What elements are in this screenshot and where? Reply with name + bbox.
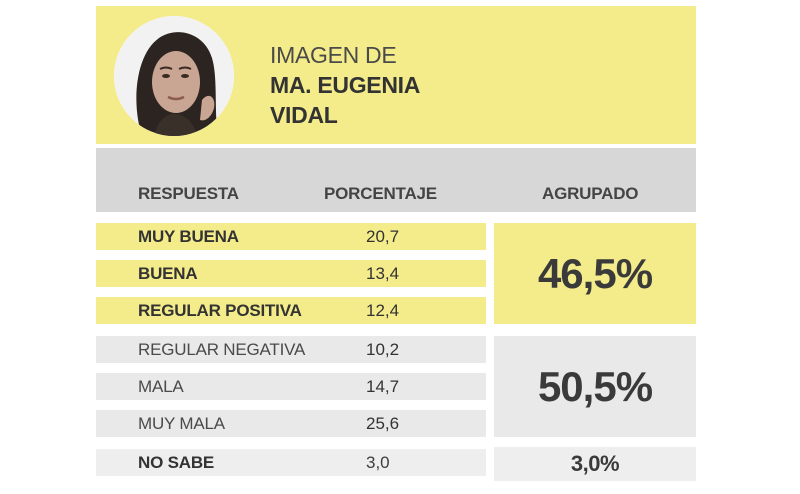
row-label: REGULAR NEGATIVA xyxy=(138,340,306,359)
row-value: 12,4 xyxy=(366,301,400,320)
row-label: MUY MALA xyxy=(138,414,225,433)
column-header-band: RESPUESTA PORCENTAJE AGRUPADO xyxy=(96,148,696,212)
row-label: MUY BUENA xyxy=(138,227,239,246)
survey-table: IMAGEN DE MA. EUGENIA VIDAL RESPUESTA PO… xyxy=(96,6,696,490)
group-no-sabe-total: 3,0% xyxy=(494,447,696,481)
group-positive-total: 46,5% xyxy=(494,223,696,324)
table-row: MUY BUENA 20,7 xyxy=(96,223,486,250)
column-header-respuesta: RESPUESTA xyxy=(138,184,239,203)
portrait-photo xyxy=(114,16,234,136)
row-value: 13,4 xyxy=(366,264,400,283)
table-row: REGULAR NEGATIVA 10,2 xyxy=(96,336,486,363)
title-line-1: IMAGEN DE xyxy=(270,42,397,68)
table-row: MALA 14,7 xyxy=(96,373,486,400)
group-negative-total: 50,5% xyxy=(494,336,696,437)
row-label: REGULAR POSITIVA xyxy=(138,301,302,320)
column-header-agrupado: AGRUPADO xyxy=(542,184,639,203)
row-value: 20,7 xyxy=(366,227,400,246)
row-label: BUENA xyxy=(138,264,198,283)
row-value: 10,2 xyxy=(366,340,400,359)
title-band: IMAGEN DE MA. EUGENIA VIDAL xyxy=(96,6,696,144)
page-title: IMAGEN DE MA. EUGENIA VIDAL xyxy=(270,40,420,130)
table-row: NO SABE 3,0 xyxy=(96,449,486,476)
column-header-porcentaje: PORCENTAJE xyxy=(324,184,437,203)
row-label: NO SABE xyxy=(138,453,215,472)
table-row: MUY MALA 25,6 xyxy=(96,410,486,437)
portrait-illustration xyxy=(114,16,234,136)
title-line-3: VIDAL xyxy=(270,102,338,128)
row-value: 25,6 xyxy=(366,414,400,433)
table-row: BUENA 13,4 xyxy=(96,260,486,287)
row-label: MALA xyxy=(138,377,184,396)
table-row: REGULAR POSITIVA 12,4 xyxy=(96,297,486,324)
title-line-2: MA. EUGENIA xyxy=(270,72,421,98)
row-value: 3,0 xyxy=(366,453,390,472)
row-value: 14,7 xyxy=(366,377,400,396)
